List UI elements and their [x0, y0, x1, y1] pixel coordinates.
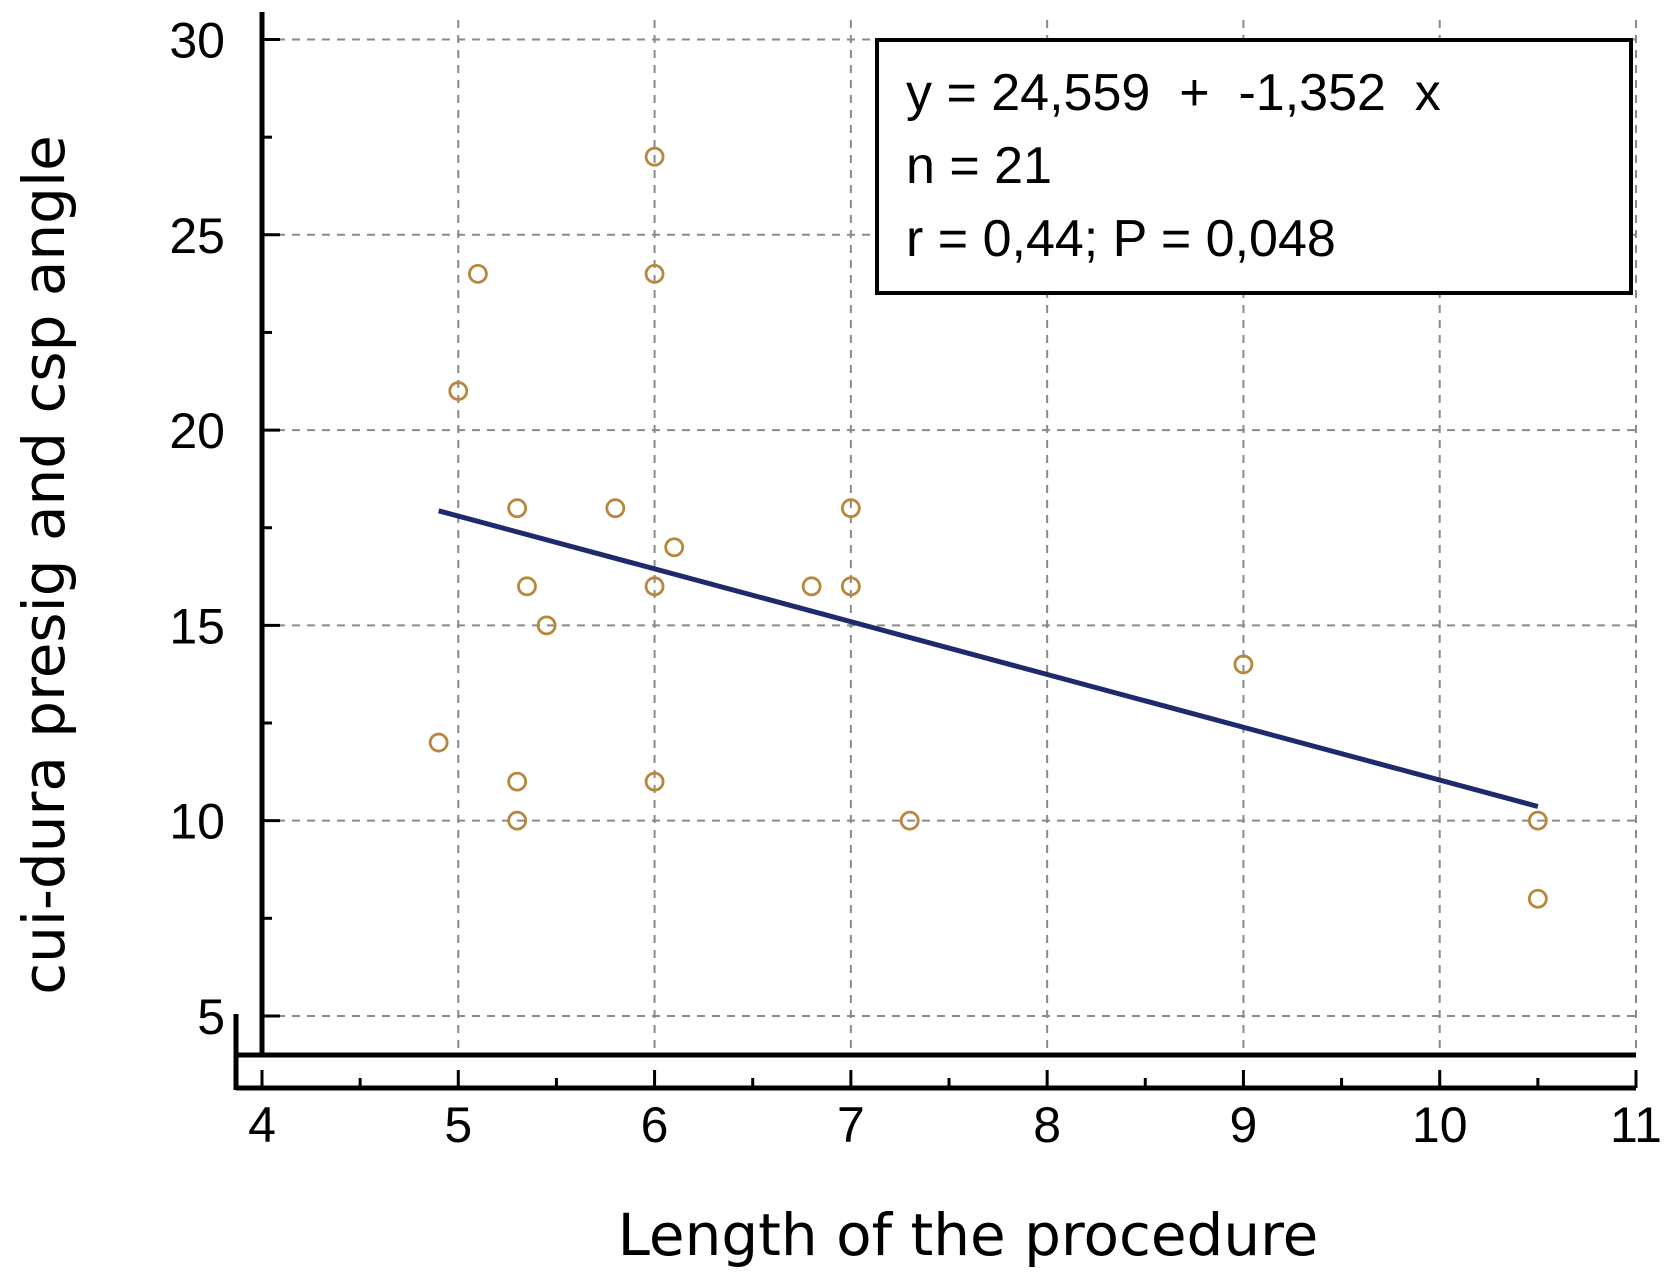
y-axis-label: cui-dura presig and csp angle [10, 135, 78, 995]
x-tick-label: 5 [444, 1097, 472, 1153]
y-axis-ticks: 5 10 15 20 25 30 [169, 13, 280, 1045]
y-tick-label: 30 [169, 13, 225, 69]
stats-box-frame [875, 38, 1633, 295]
stats-box: y = 24,559 + -1,352 x n = 21 r = 0,44; P… [875, 38, 1633, 295]
x-tick-label: 8 [1033, 1097, 1061, 1153]
x-tick-label: 7 [837, 1097, 865, 1153]
data-point [644, 146, 665, 167]
data-point [1233, 654, 1254, 675]
y-tick-label: 5 [197, 989, 225, 1045]
data-point [644, 576, 665, 597]
data-points [428, 146, 1548, 909]
data-point [664, 537, 685, 558]
y-tick-label: 10 [169, 794, 225, 850]
data-point [468, 263, 488, 284]
regression-line [438, 508, 1539, 809]
x-tick-label: 4 [248, 1097, 276, 1153]
data-point [517, 576, 537, 597]
data-point [899, 810, 920, 831]
data-point [1527, 810, 1548, 831]
data-point [507, 771, 528, 792]
x-axis-ticks: 4 5 6 7 8 9 10 11 [248, 1070, 1662, 1153]
y-tick-label: 15 [169, 598, 225, 654]
data-point [644, 263, 665, 284]
data-point [507, 810, 528, 831]
y-tick-label: 25 [169, 208, 225, 264]
data-point [1527, 888, 1548, 909]
stats-correlation: r = 0,44; P = 0,048 [906, 210, 1336, 268]
stats-equation: y = 24,559 + -1,352 x [906, 64, 1441, 122]
stats-n: n = 21 [906, 137, 1052, 195]
data-point [644, 771, 665, 792]
y-tick-label: 20 [169, 403, 225, 459]
regression-line-group [438, 508, 1539, 809]
data-point [536, 615, 557, 636]
x-axis-label: Length of the procedure [618, 1201, 1319, 1269]
x-tick-label: 9 [1230, 1097, 1258, 1153]
x-tick-label: 10 [1412, 1097, 1468, 1153]
axes [233, 12, 1636, 1091]
data-point [507, 498, 528, 519]
data-point [448, 381, 469, 401]
x-tick-label: 11 [1610, 1097, 1662, 1153]
data-point [428, 732, 449, 753]
x-tick-label: 6 [641, 1097, 669, 1153]
data-point [605, 498, 626, 519]
data-point [840, 498, 861, 519]
data-point [840, 576, 861, 597]
data-point [801, 576, 822, 597]
